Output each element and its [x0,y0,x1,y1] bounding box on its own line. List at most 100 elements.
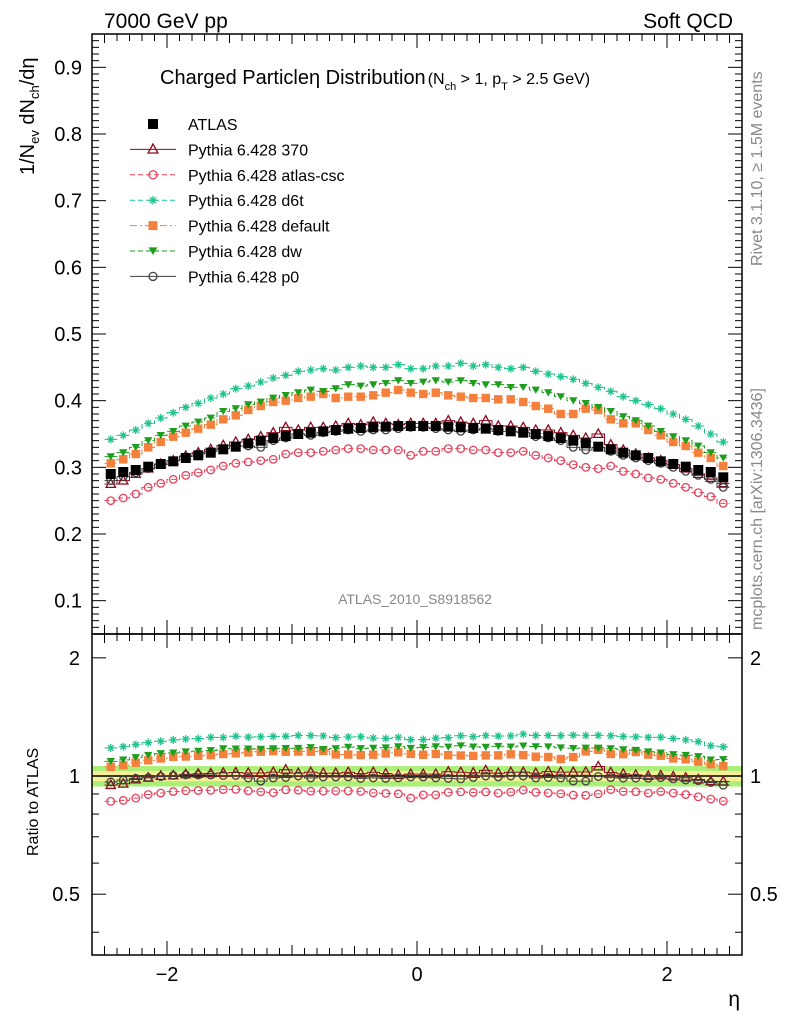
ratio-point-default [144,756,153,765]
ratio-point-p0 [143,773,153,783]
ratio-point-d6t [456,731,465,740]
ratio-point-d6t [169,735,178,744]
ratio-point-dw [244,745,253,753]
legend-marker-dw [148,247,158,256]
legend-label-atlas: ATLAS [188,117,238,134]
ratio-point-p370 [542,765,554,776]
ratio-point-d6t [481,731,490,740]
ratio-point-default [431,749,440,759]
ratio-point-default [406,749,415,759]
point-atlas_csc [681,482,691,492]
point-d6t [181,403,190,412]
point-default [506,395,515,404]
point-dw [619,413,628,421]
legend-marker-d6t [148,195,158,205]
point-default [181,428,190,437]
point-atlas_csc [631,469,641,479]
ratio-point-atlas_csc [593,789,603,799]
ratio-point-default [119,761,128,770]
ratio-point-dw [519,742,528,750]
ratio-point-default [681,755,690,764]
ratio-point-d6t [556,731,565,740]
point-atlas_csc [618,466,628,476]
ratio-point-d6t [419,735,428,744]
point-d6t [431,362,440,370]
ratio-point-p0 [531,773,541,783]
point-atlas_csc [243,457,253,467]
ratio-point-atlas_csc [168,787,178,797]
ratio-point-default [394,748,403,757]
ratio-point-default [719,761,728,771]
point-atlas_csc [406,450,416,460]
point-atlas [380,421,391,432]
ratio-point-atlas_csc [668,788,678,798]
ratio-point-dw [494,742,503,750]
ratio-point-d6t [106,743,115,752]
ratio-point-atlas_csc [506,787,516,797]
ratio-point-p0 [481,771,491,781]
analysis-tag: ATLAS_2010_S8918562 [338,591,492,607]
ratio-point-atlas_csc [543,788,553,798]
point-atlas_csc [118,493,128,503]
ratio-point-p0 [518,771,528,781]
point-atlas_csc [368,445,378,455]
ratio-point-atlas_csc [318,786,328,796]
point-d6t [406,364,415,373]
ratio-point-default [419,750,428,759]
ratio-point-dw [219,745,228,753]
legend-label-d6t: Pythia 6.428 d6t [188,193,304,210]
ratio-point-p0 [231,771,241,780]
header-left: 7000 GeV pp [104,10,228,33]
ratio-point-p0 [268,773,278,783]
point-atlas [418,421,429,431]
point-d6t [194,399,203,408]
ratio-point-atlas_csc [118,795,128,805]
ratio-point-d6t [631,732,640,741]
point-atlas [543,431,554,441]
point-p370 [480,414,492,425]
point-d6t [331,366,340,374]
point-dw [294,389,303,397]
ratio-point-p0 [356,773,366,783]
ratio-series-atlas_csc [104,784,730,806]
ratio-point-atlas_csc [181,786,191,796]
ratio-point-p0 [243,773,253,783]
y-tick-label: 0.7 [54,191,82,213]
ratio-point-atlas_csc [131,793,141,803]
ratio-point-atlas_csc [706,794,716,804]
ratio-point-p0 [681,775,691,785]
point-dw [494,381,503,389]
ratio-point-d6t [119,742,128,751]
y-tick-label: 0.4 [54,391,82,413]
ratio-point-default [219,749,228,759]
ratio-point-d6t [469,732,478,741]
point-atlas [655,456,666,467]
ratio-point-d6t [669,734,678,743]
point-dw [456,377,465,385]
ratio-point-dw [406,744,415,753]
point-default [169,432,178,441]
axis-ticks: 0.1 0.2 0.3 0.4 0.5 0.6 0.7 0.8 0.9 0.5 0.5 1 1 2 2 −2 0… [52,33,778,986]
ratio-point-default [156,754,165,763]
ratio-point-atlas_csc [206,785,216,795]
point-dw [644,422,653,430]
ratio-point-p0 [156,772,166,781]
point-dw [681,437,690,445]
x-tick-label: 0 [411,964,422,986]
ratio-point-atlas_csc [143,790,153,799]
point-atlas [393,421,404,431]
ratio-point-dw [306,744,315,752]
point-default [694,448,703,457]
ratio-point-d6t [231,732,240,741]
point-atlas [105,469,116,479]
ratio-point-d6t [206,733,215,742]
point-dw [231,405,240,413]
point-default [256,401,265,411]
ratio-point-p370 [242,766,254,778]
ratio-point-p370 [605,766,617,777]
ratio-point-p370 [530,766,542,778]
point-atlas_csc [131,489,141,499]
ratio-point-atlas_csc [368,788,378,798]
ratio-point-atlas_csc [443,787,453,797]
ratio-point-p0 [406,772,416,782]
